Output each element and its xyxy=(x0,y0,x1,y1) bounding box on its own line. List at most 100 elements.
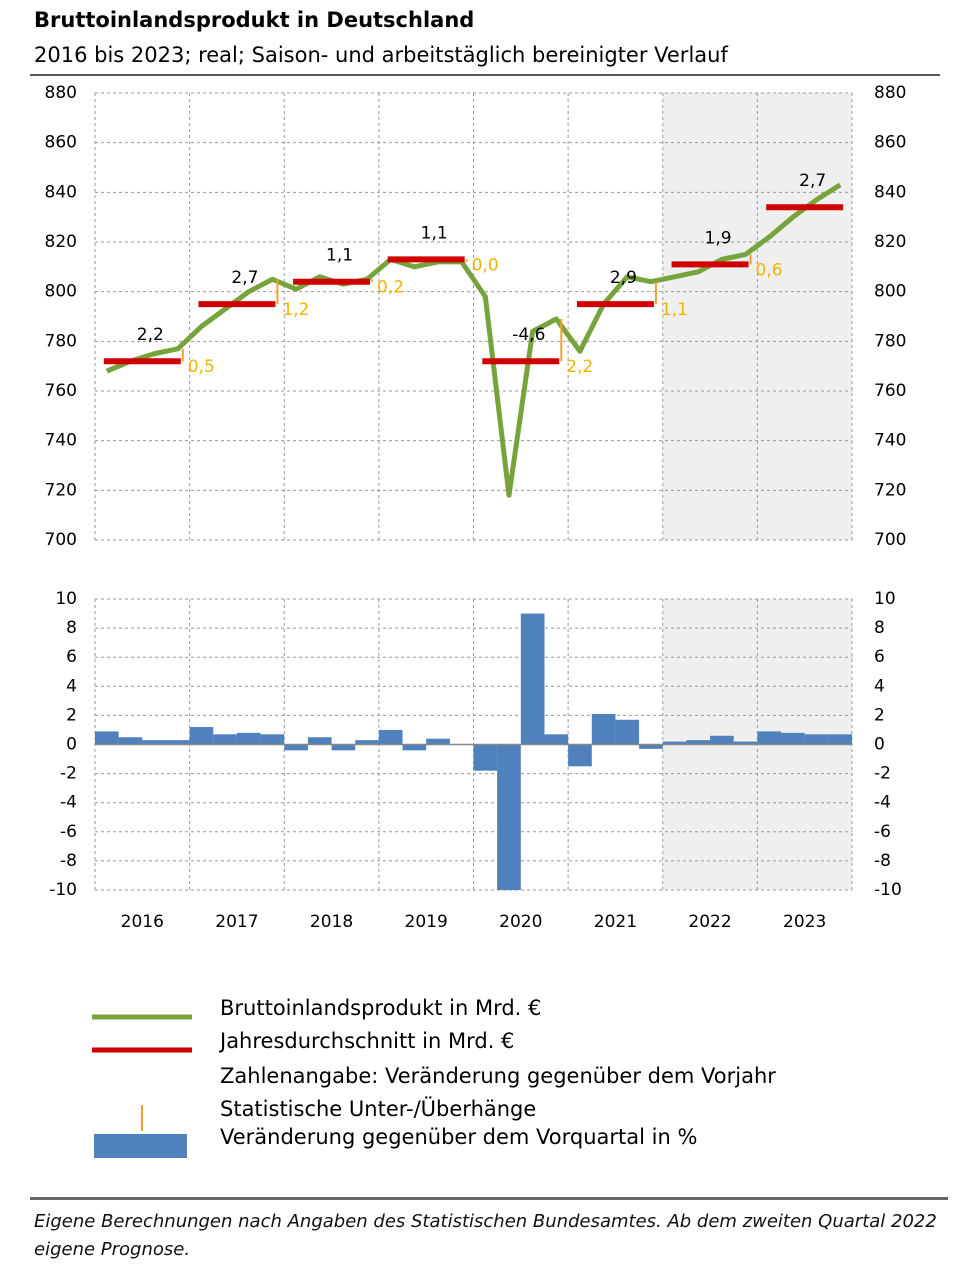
y2-tick-label: 8 xyxy=(874,618,885,638)
x-tick-label: 2017 xyxy=(215,912,258,932)
bar xyxy=(142,740,166,745)
y2-tick-label: 800 xyxy=(874,282,906,302)
legend-swatch xyxy=(94,1134,187,1158)
x-tick-label: 2019 xyxy=(405,912,448,932)
bar xyxy=(284,744,308,751)
y2-tick-label: 840 xyxy=(874,182,906,202)
bar xyxy=(95,731,119,745)
bar xyxy=(307,737,332,745)
bar xyxy=(568,744,592,767)
bar xyxy=(781,732,805,745)
annual-change-label: 2,2 xyxy=(137,325,164,345)
bar xyxy=(473,744,498,771)
overhang-label: 0,5 xyxy=(188,357,215,377)
bar xyxy=(615,719,640,745)
y-tick-label: 6 xyxy=(66,647,77,667)
legend-label: Zahlenangabe: Veränderung gegenüber dem … xyxy=(220,1064,776,1088)
y2-tick-label: -4 xyxy=(874,793,891,813)
legend-label: Jahresdurchschnitt in Mrd. € xyxy=(218,1029,514,1053)
bar xyxy=(591,713,616,745)
y2-tick-label: 780 xyxy=(874,331,906,351)
annual-change-label: 1,1 xyxy=(326,246,353,266)
y-tick-label: 2 xyxy=(66,705,77,725)
y-tick-label: -2 xyxy=(60,764,77,784)
bar xyxy=(426,738,450,745)
y2-tick-label: -6 xyxy=(874,822,891,842)
y2-tick-label: 0 xyxy=(874,735,885,755)
legend-label: Bruttoinlandsprodukt in Mrd. € xyxy=(220,996,541,1020)
y-tick-label: 4 xyxy=(66,676,77,696)
y2-tick-label: 2 xyxy=(874,705,885,725)
y2-tick-label: 860 xyxy=(874,133,906,153)
y-tick-label: 760 xyxy=(45,381,77,401)
y-tick-label: -10 xyxy=(49,880,77,900)
y-tick-label: 740 xyxy=(45,431,77,451)
y-tick-label: 860 xyxy=(45,133,77,153)
y2-tick-label: 820 xyxy=(874,232,906,252)
x-tick-label: 2023 xyxy=(783,912,826,932)
forecast-shade xyxy=(757,93,852,540)
overhang-label: 0,6 xyxy=(756,260,783,280)
overhang-label: 1,1 xyxy=(661,300,688,320)
forecast-shade xyxy=(662,93,758,540)
y-tick-label: 840 xyxy=(45,182,77,202)
y-tick-label: 700 xyxy=(45,530,77,550)
y2-tick-label: 880 xyxy=(874,83,906,103)
annual-change-label: 2,7 xyxy=(799,171,826,191)
y-tick-label: 720 xyxy=(45,480,77,500)
bar xyxy=(639,744,663,749)
y2-tick-label: 4 xyxy=(874,676,885,696)
y-tick-label: 0 xyxy=(66,735,77,755)
annual-change-label: -4,6 xyxy=(512,325,545,345)
chart-subtitle: 2016 bis 2023; real; Saison- und arbeits… xyxy=(34,43,728,67)
bar xyxy=(118,737,143,745)
x-tick-label: 2022 xyxy=(688,912,731,932)
y-tick-label: 800 xyxy=(45,282,77,302)
bar xyxy=(662,741,687,745)
footnote-rule xyxy=(30,1197,948,1200)
bar xyxy=(355,740,379,745)
bar xyxy=(213,734,237,745)
y2-tick-label: 700 xyxy=(874,530,906,550)
bar xyxy=(331,744,356,751)
bar xyxy=(544,734,569,745)
x-tick-label: 2021 xyxy=(594,912,637,932)
y2-tick-label: 760 xyxy=(874,381,906,401)
y2-tick-label: 740 xyxy=(874,431,906,451)
x-tick-label: 2016 xyxy=(121,912,164,932)
y-tick-label: -8 xyxy=(60,851,77,871)
x-tick-label: 2020 xyxy=(499,912,542,932)
bar xyxy=(520,613,545,745)
bar xyxy=(189,727,214,745)
bar xyxy=(236,732,261,745)
annual-change-label: 2,9 xyxy=(610,268,637,288)
legend-label: Veränderung gegenüber dem Vorquartal in … xyxy=(220,1125,697,1149)
footnote: Eigene Berechnungen nach Angaben des Sta… xyxy=(34,1211,937,1260)
chart: Bruttoinlandsprodukt in Deutschland 2016… xyxy=(30,8,940,1158)
y-tick-label: 8 xyxy=(66,618,77,638)
overhang-label: 0,2 xyxy=(377,278,404,298)
bar xyxy=(497,744,521,890)
y-tick-label: 10 xyxy=(55,589,77,609)
bar xyxy=(757,731,782,745)
y2-tick-label: -10 xyxy=(874,880,902,900)
y2-tick-label: -2 xyxy=(874,764,891,784)
bar xyxy=(260,734,285,745)
overhang-label: 0,0 xyxy=(472,255,499,275)
bar xyxy=(165,740,190,745)
x-tick-label: 2018 xyxy=(310,912,353,932)
annual-change-label: 1,1 xyxy=(421,223,448,243)
bar xyxy=(828,734,852,745)
y2-tick-label: 10 xyxy=(874,589,896,609)
overhang-label: 1,2 xyxy=(282,300,309,320)
y2-tick-label: 6 xyxy=(874,647,885,667)
y-tick-label: 780 xyxy=(45,331,77,351)
y-tick-label: -4 xyxy=(60,793,77,813)
overhang-label: 2,2 xyxy=(566,357,593,377)
bar xyxy=(804,734,829,745)
y-tick-label: 820 xyxy=(45,232,77,252)
y2-tick-label: 720 xyxy=(874,480,906,500)
bar xyxy=(686,740,711,745)
legend-label: Statistische Unter-/Überhänge xyxy=(220,1096,536,1121)
